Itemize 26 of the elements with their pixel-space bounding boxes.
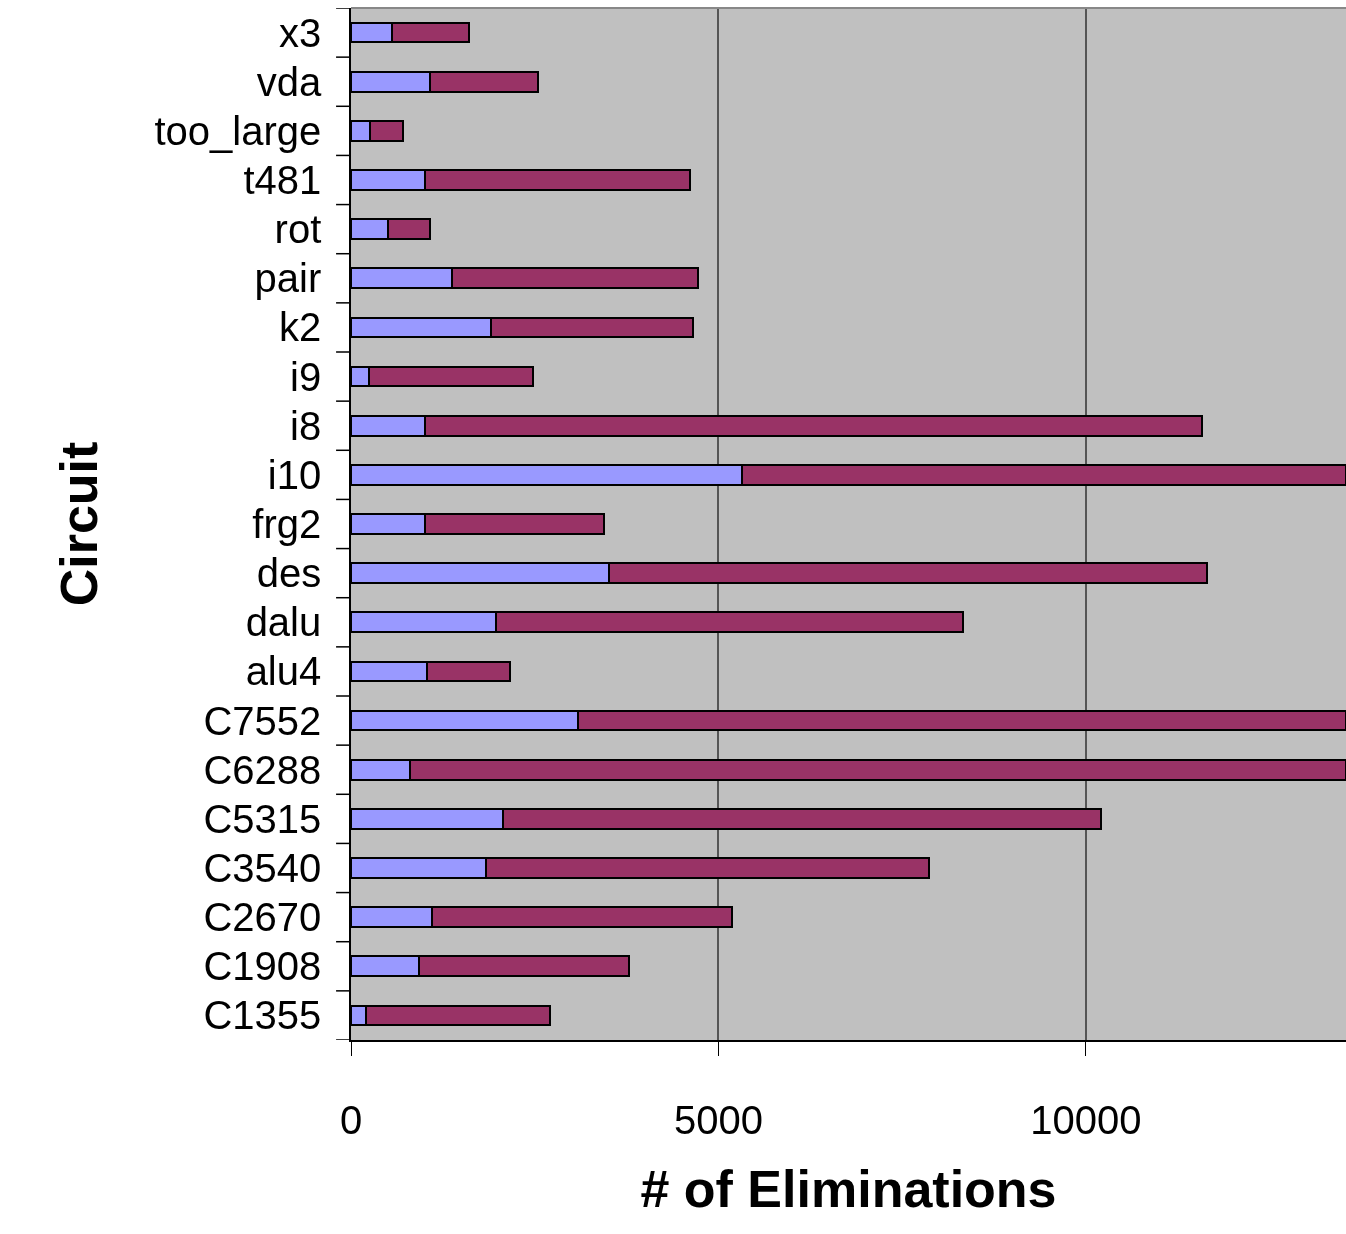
y-tick-label: C6288 [203, 747, 322, 792]
y-tick-label: too_large [154, 108, 322, 153]
y-tick-label: alu4 [245, 649, 322, 694]
y-tick-label: t481 [243, 158, 322, 202]
y-tick-label: C3540 [203, 846, 322, 890]
y-axis-title: Circuit [50, 441, 109, 607]
y-tick-label: C1908 [203, 944, 322, 989]
y-tick-label: C5315 [203, 796, 322, 841]
x-tick-label: 5000 [673, 1097, 763, 1142]
y-tick-label: x3 [279, 10, 322, 55]
x-tick-label: 0 [339, 1097, 363, 1142]
y-tick-label: C2670 [203, 895, 322, 940]
y-tick-label: rot [274, 207, 322, 252]
y-tick-label: dalu [245, 600, 322, 645]
y-tick-label: k2 [279, 305, 322, 350]
y-tick-label: vda [256, 59, 322, 104]
y-tick-label: C7552 [203, 698, 322, 743]
y-tick-label: des [256, 551, 322, 596]
x-tick-label: 10000 [1030, 1097, 1142, 1142]
y-tick-label: i10 [267, 452, 322, 497]
y-tick-label: pair [254, 256, 322, 301]
y-tick-label: i8 [290, 403, 322, 448]
y-tick-label: i9 [290, 354, 322, 399]
y-tick-label: frg2 [252, 502, 322, 546]
x-axis-title: # of Eliminations [640, 1160, 1057, 1219]
y-tick-label: C1355 [203, 993, 322, 1038]
